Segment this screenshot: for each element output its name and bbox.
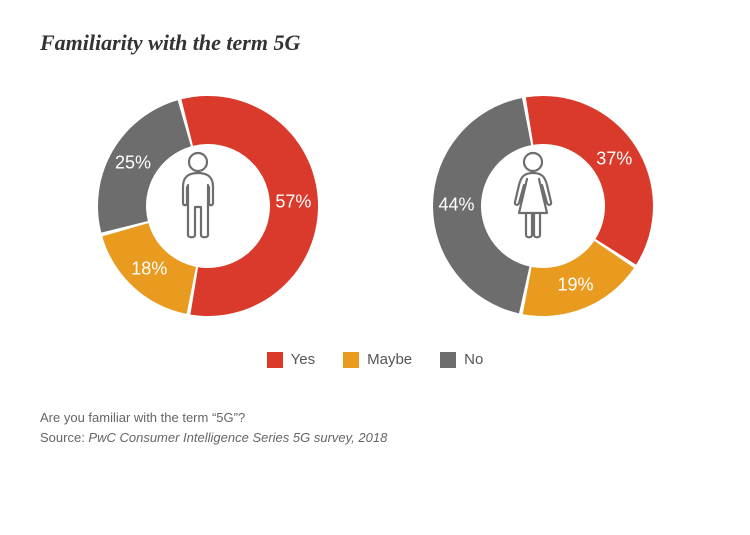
footer: Are you familiar with the term “5G”? Sou… xyxy=(40,408,710,447)
slice-label: 18% xyxy=(131,259,167,280)
slice-label: 37% xyxy=(596,148,632,169)
female-icon xyxy=(503,151,583,261)
chart-title: Familiarity with the term 5G xyxy=(40,30,710,56)
legend-swatch xyxy=(440,352,456,368)
donut-chart-male: 57% 18% 25% xyxy=(88,86,328,326)
legend-label: No xyxy=(464,351,483,368)
footer-question: Are you familiar with the term “5G”? xyxy=(40,408,710,428)
legend: Yes Maybe No xyxy=(40,351,710,368)
slice-label: 57% xyxy=(275,192,311,213)
legend-item-maybe: Maybe xyxy=(343,351,412,368)
donut-chart-female: 37% 19% 44% xyxy=(423,86,663,326)
slice-label: 19% xyxy=(558,275,594,296)
legend-item-yes: Yes xyxy=(267,351,315,368)
male-icon xyxy=(168,151,248,261)
slice-label: 44% xyxy=(438,194,474,215)
legend-swatch xyxy=(267,352,283,368)
source-label: Source: xyxy=(40,430,88,445)
charts-row: 57% 18% 25% 37% 19% 44% xyxy=(40,86,710,326)
footer-source: Source: PwC Consumer Intelligence Series… xyxy=(40,428,710,448)
legend-label: Maybe xyxy=(367,351,412,368)
legend-item-no: No xyxy=(440,351,483,368)
legend-swatch xyxy=(343,352,359,368)
slice-label: 25% xyxy=(115,153,151,174)
source-text: PwC Consumer Intelligence Series 5G surv… xyxy=(88,430,387,445)
legend-label: Yes xyxy=(291,351,315,368)
